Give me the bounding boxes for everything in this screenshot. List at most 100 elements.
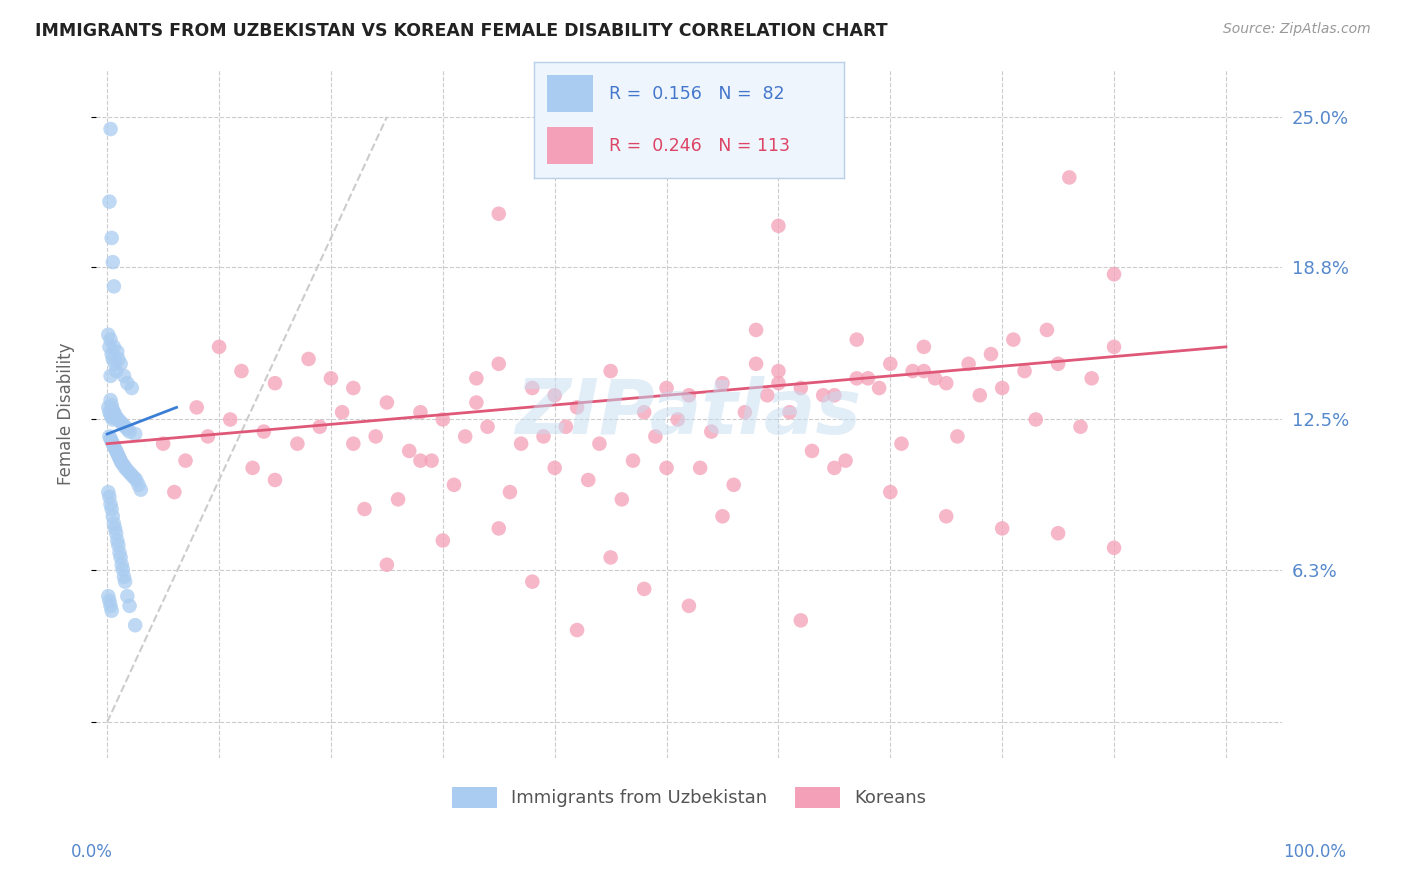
Point [105,526,128,541]
Point [768,219,790,233]
Point [125,473,148,487]
Text: 100.0%: 100.0% [1284,843,1346,861]
Point [522,574,544,589]
Point [107,538,129,552]
Point [264,473,287,487]
Point [666,412,689,426]
Point [100,398,122,412]
Point [100,333,122,347]
Point [105,446,128,460]
Point [112,458,135,473]
Point [114,419,136,434]
Point [100,432,122,446]
Point [711,376,734,391]
Point [112,570,135,584]
Point [163,485,186,500]
Point [98,405,121,419]
Point [432,412,454,426]
Point [100,231,122,245]
Point [655,381,678,395]
Point [779,405,801,419]
Point [1047,526,1070,541]
Point [811,388,834,402]
Point [117,589,139,603]
Point [576,473,599,487]
Point [678,388,700,402]
Point [734,405,756,419]
Point [745,323,768,337]
Point [1047,357,1070,371]
Point [105,533,128,548]
Point [1059,170,1081,185]
Point [101,436,124,450]
Point [105,364,128,378]
Point [231,364,253,378]
Point [104,442,127,456]
Point [108,546,131,560]
Point [633,582,655,596]
Point [122,470,145,484]
Text: R =  0.156   N =  82: R = 0.156 N = 82 [609,85,785,103]
Point [100,410,122,425]
Point [297,351,319,366]
Point [621,453,644,467]
Point [308,419,330,434]
Point [342,436,364,450]
Point [124,618,146,632]
Point [912,364,935,378]
Point [128,478,150,492]
Point [700,425,723,439]
Point [375,395,398,409]
Point [110,357,132,371]
Point [756,388,779,402]
Point [1025,412,1047,426]
Point [121,468,143,483]
Point [101,402,124,417]
Point [1036,323,1059,337]
Point [599,364,621,378]
Point [219,412,242,426]
Point [890,436,912,450]
Point [97,589,120,603]
Point [103,340,125,354]
Point [98,490,121,504]
Point [101,509,124,524]
Point [103,439,125,453]
Point [991,381,1014,395]
Point [110,550,132,565]
Text: Source: ZipAtlas.com: Source: ZipAtlas.com [1223,22,1371,37]
Point [488,207,510,221]
Point [465,395,488,409]
Point [100,502,122,516]
Point [287,436,309,450]
Point [565,623,588,637]
Point [856,371,879,385]
Point [242,461,264,475]
Point [991,521,1014,535]
Text: IMMIGRANTS FROM UZBEKISTAN VS KOREAN FEMALE DISABILITY CORRELATION CHART: IMMIGRANTS FROM UZBEKISTAN VS KOREAN FEM… [35,22,887,40]
Point [118,599,141,613]
Point [100,604,122,618]
Point [98,194,121,209]
Point [565,401,588,415]
Point [465,371,488,385]
Point [121,381,143,395]
Point [499,485,522,500]
Point [111,558,134,572]
Point [108,451,131,466]
Point [1069,419,1091,434]
Point [342,381,364,395]
Point [107,449,129,463]
Point [488,521,510,535]
Point [104,357,127,371]
Point [980,347,1002,361]
Point [599,550,621,565]
Point [319,371,342,385]
Point [197,429,219,443]
Point [969,388,991,402]
Point [946,429,969,443]
Point [253,425,276,439]
Point [97,401,120,415]
Point [104,408,127,422]
Y-axis label: Female Disability: Female Disability [58,343,75,484]
